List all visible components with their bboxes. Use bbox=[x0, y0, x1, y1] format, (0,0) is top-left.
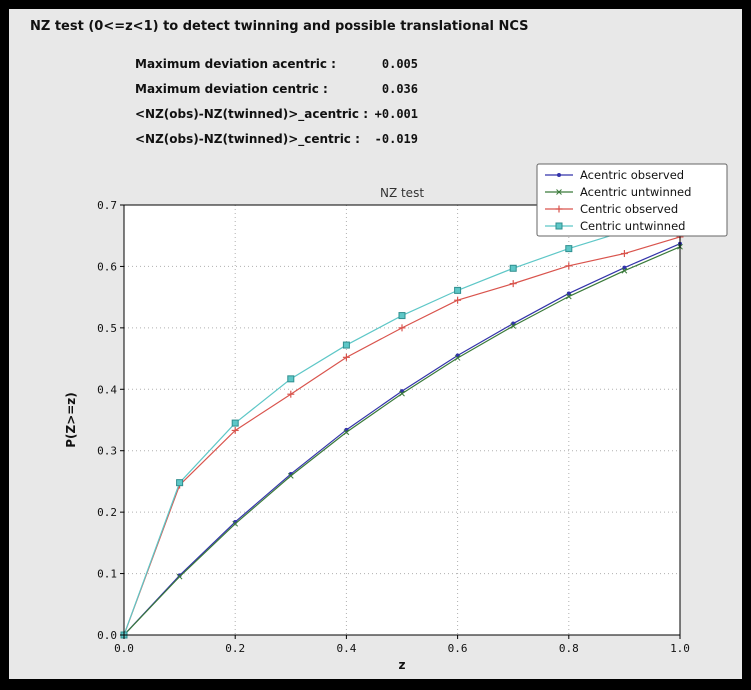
chart-legend-layer: Acentric observed Acentric untwinned Centr… bbox=[536, 163, 728, 237]
marker-x bbox=[565, 293, 572, 300]
marker-square bbox=[555, 222, 563, 230]
y-tick-label: 0.4 bbox=[97, 383, 117, 396]
marker-x bbox=[454, 355, 461, 361]
y-tick-label: 0.3 bbox=[97, 445, 117, 458]
marker-x bbox=[287, 473, 294, 479]
marker-x bbox=[399, 390, 405, 397]
legend-item-label: Centric observed bbox=[580, 202, 678, 216]
marker-square bbox=[176, 479, 184, 487]
y-tick-label: 0.7 bbox=[97, 199, 117, 212]
stat-value: -0.019 bbox=[374, 132, 418, 146]
marker-x bbox=[556, 189, 562, 195]
y-tick-label: 0.1 bbox=[97, 568, 117, 581]
legend-item-label: Acentric untwinned bbox=[580, 185, 691, 199]
x-tick-label: 0.8 bbox=[559, 642, 579, 655]
chart-title: NZ test bbox=[380, 186, 424, 200]
x-tick-label: 0.0 bbox=[114, 642, 134, 655]
y-tick-label: 0.6 bbox=[97, 260, 117, 273]
stat-label: Maximum deviation acentric : bbox=[135, 57, 336, 71]
stat-label: <NZ(obs)-NZ(twinned)>_centric : bbox=[135, 132, 360, 146]
page-title: NZ test (0<=z<1) to detect twinning and … bbox=[30, 19, 529, 34]
marker-dot bbox=[557, 173, 561, 177]
marker-square bbox=[454, 286, 462, 294]
legend-box bbox=[536, 163, 728, 237]
stat-value: 0.005 bbox=[381, 57, 418, 71]
legend-item-label: Centric untwinned bbox=[580, 219, 685, 233]
x-tick-label: 0.4 bbox=[336, 642, 356, 655]
x-tick-label: 1.0 bbox=[670, 642, 690, 655]
plot-area bbox=[124, 205, 680, 635]
stat-label: <NZ(obs)-NZ(twinned)>_acentric : bbox=[135, 107, 368, 121]
y-tick-label: 0.5 bbox=[97, 322, 117, 335]
legend-item-label: Acentric observed bbox=[580, 168, 684, 182]
marker-dot bbox=[566, 291, 571, 296]
x-tick-label: 0.6 bbox=[448, 642, 468, 655]
marker-square bbox=[342, 341, 350, 349]
marker-square bbox=[231, 419, 239, 427]
stat-label: Maximum deviation centric : bbox=[135, 82, 328, 96]
marker-x bbox=[343, 429, 350, 436]
y-axis-label: P(Z>=z) bbox=[64, 392, 78, 448]
marker-square bbox=[565, 245, 573, 253]
stat-value: 0.036 bbox=[381, 82, 418, 96]
content-panel: NZ test (0<=z<1) to detect twinning and … bbox=[9, 9, 742, 679]
x-tick-label: 0.2 bbox=[225, 642, 245, 655]
marker-dot bbox=[622, 265, 627, 270]
y-tick-label: 0.0 bbox=[97, 629, 117, 642]
stat-value: +0.001 bbox=[374, 107, 418, 121]
marker-square bbox=[287, 375, 295, 383]
y-tick-label: 0.2 bbox=[97, 506, 117, 519]
marker-x bbox=[510, 323, 517, 329]
marker-x bbox=[621, 267, 628, 274]
x-axis-label: z bbox=[399, 658, 406, 672]
marker-square bbox=[509, 264, 517, 272]
chart-canvas: 0.0 0.2 0.4 0.6 0.8 1.0 0.0 0.1 0.2 0.3 0.4 0.5 0.6 0… bbox=[64, 163, 728, 672]
plot-border bbox=[123, 204, 681, 636]
chart-plot-layer: 0.0 0.2 0.4 0.6 0.8 1.0 0.0 0.1 0.2 0.3 0.4 0.5 0.6 0… bbox=[97, 199, 690, 655]
marker-x bbox=[176, 573, 183, 580]
marker-x bbox=[232, 520, 239, 527]
marker-square bbox=[398, 312, 406, 320]
